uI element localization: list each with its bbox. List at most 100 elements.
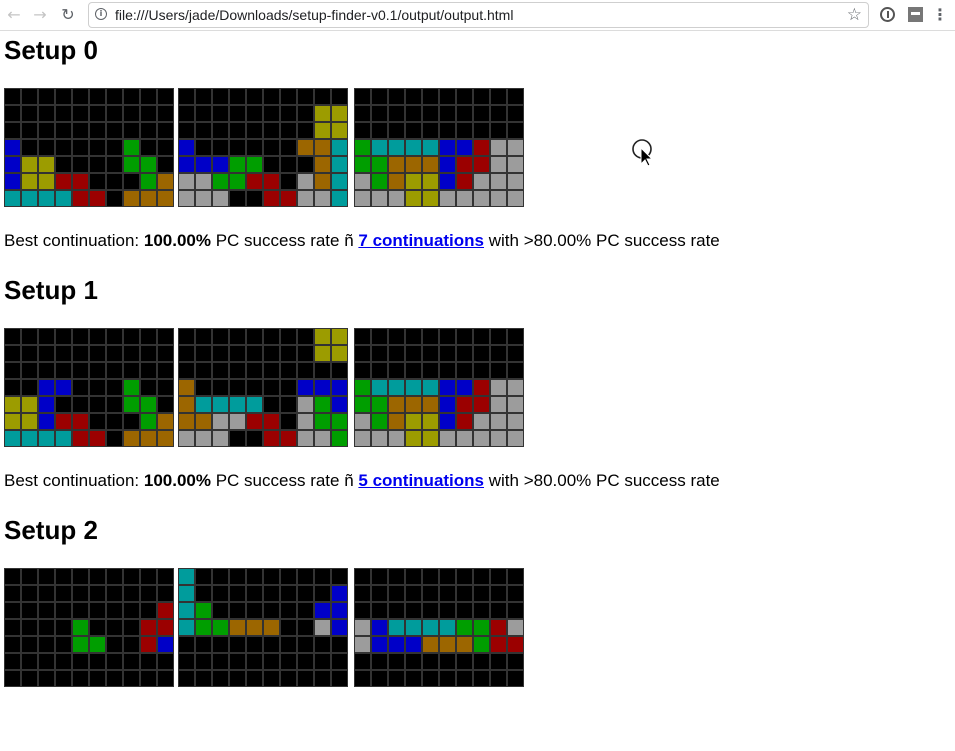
board-cell <box>178 636 195 653</box>
board-cell <box>314 396 331 413</box>
board-cell <box>456 173 473 190</box>
board-cell <box>263 379 280 396</box>
board-cell <box>212 88 229 105</box>
board-cell <box>4 122 21 139</box>
board-cell <box>55 636 72 653</box>
board-cell <box>212 568 229 585</box>
kebab-menu-icon[interactable]: ⋮ <box>932 5 948 24</box>
board-cell <box>280 156 297 173</box>
reload-icon[interactable]: ↻ <box>61 5 75 24</box>
board-cell <box>55 156 72 173</box>
board-cell <box>263 173 280 190</box>
board-cell <box>280 122 297 139</box>
board-cell <box>212 670 229 687</box>
board-cell <box>157 619 174 636</box>
board-cell <box>72 430 89 447</box>
board-cell <box>388 139 405 156</box>
board-cell <box>473 430 490 447</box>
board-cell <box>297 585 314 602</box>
board-cell <box>388 396 405 413</box>
info-icon[interactable]: i <box>95 8 107 20</box>
continuations-link[interactable]: 5 continuations <box>358 471 485 490</box>
board-cell <box>490 413 507 430</box>
board-cell <box>297 636 314 653</box>
board-cell <box>123 362 140 379</box>
board-cell <box>106 156 123 173</box>
board-cell <box>371 122 388 139</box>
board-cell <box>331 345 348 362</box>
board-cell <box>297 328 314 345</box>
board-cell <box>178 345 195 362</box>
board-cell <box>140 190 157 207</box>
board-cell <box>354 345 371 362</box>
board-cell <box>331 568 348 585</box>
forward-arrow-icon[interactable]: → <box>33 5 47 24</box>
board-cell <box>246 602 263 619</box>
board-cell <box>314 105 331 122</box>
board-row <box>4 328 955 447</box>
board-cell <box>405 602 422 619</box>
board-cell <box>21 122 38 139</box>
board-cell <box>456 139 473 156</box>
url-text[interactable]: file:///Users/jade/Downloads/setup-finde… <box>115 7 514 23</box>
board-cell <box>314 379 331 396</box>
board-cell <box>473 156 490 173</box>
board-cell <box>140 105 157 122</box>
board-cell <box>38 345 55 362</box>
extension-icon[interactable] <box>880 7 895 22</box>
board-cell <box>72 328 89 345</box>
board-cell <box>456 653 473 670</box>
board-cell <box>405 396 422 413</box>
board-cell <box>354 619 371 636</box>
board-cell <box>140 653 157 670</box>
board-cell <box>473 602 490 619</box>
board-cell <box>123 396 140 413</box>
board-cell <box>507 139 524 156</box>
board-cell <box>388 122 405 139</box>
board-cell <box>229 602 246 619</box>
board-cell <box>55 139 72 156</box>
board-cell <box>21 139 38 156</box>
board-cell <box>89 619 106 636</box>
board-cell <box>89 173 106 190</box>
board-cell <box>212 585 229 602</box>
board-cell <box>439 653 456 670</box>
board-cell <box>106 345 123 362</box>
board-cell <box>212 396 229 413</box>
board-cell <box>371 345 388 362</box>
board-cell <box>72 379 89 396</box>
board-cell <box>331 139 348 156</box>
board-cell <box>89 88 106 105</box>
board-cell <box>405 670 422 687</box>
board-cell <box>473 568 490 585</box>
board-cell <box>229 413 246 430</box>
board-cell <box>263 328 280 345</box>
board-cell <box>263 670 280 687</box>
board-cell <box>473 379 490 396</box>
board-cell <box>473 190 490 207</box>
board-cell <box>331 105 348 122</box>
board-cell <box>314 585 331 602</box>
board-cell <box>354 328 371 345</box>
board-cell <box>354 156 371 173</box>
board-cell <box>456 585 473 602</box>
board-cell <box>178 88 195 105</box>
continuations-link[interactable]: 7 continuations <box>358 231 485 250</box>
board-cell <box>280 670 297 687</box>
board-cell <box>178 653 195 670</box>
address-bar[interactable]: i file:///Users/jade/Downloads/setup-fin… <box>88 2 869 28</box>
board-cell <box>4 430 21 447</box>
board-cell <box>280 88 297 105</box>
extension-window-icon[interactable] <box>908 7 923 22</box>
board-cell <box>72 619 89 636</box>
board-cell <box>229 88 246 105</box>
board-cell <box>297 568 314 585</box>
board-cell <box>405 619 422 636</box>
board-cell <box>140 173 157 190</box>
board-cell <box>123 190 140 207</box>
board-cell <box>106 105 123 122</box>
board-cell <box>354 122 371 139</box>
board-cell <box>405 362 422 379</box>
back-arrow-icon[interactable]: ← <box>7 5 21 24</box>
bookmark-star-icon[interactable]: ☆ <box>846 5 862 25</box>
